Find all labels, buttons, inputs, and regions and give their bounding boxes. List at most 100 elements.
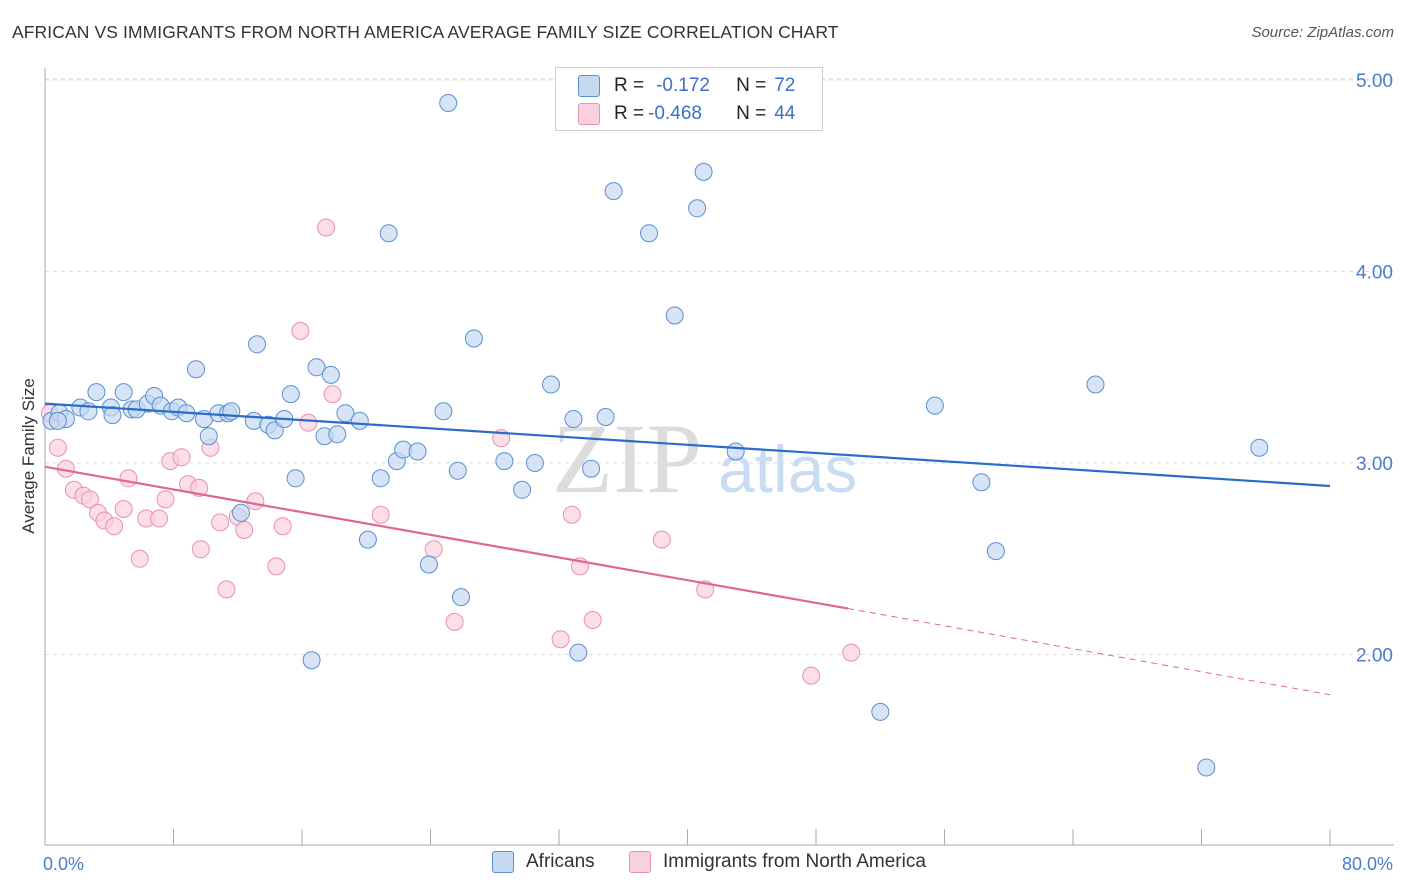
data-point-immigrants — [130, 549, 149, 568]
data-point-africans — [448, 461, 467, 480]
watermark-atlas: atlas — [718, 432, 857, 506]
data-point-africans — [321, 365, 340, 384]
data-point-africans — [1086, 375, 1105, 394]
data-point-immigrants — [190, 478, 209, 497]
data-point-africans — [419, 555, 438, 574]
legend-r-label: R = — [614, 75, 645, 96]
data-point-africans — [564, 410, 583, 428]
data-point-africans — [640, 224, 658, 243]
data-point-africans — [371, 469, 390, 488]
data-point-africans — [336, 404, 355, 423]
legend-item-africans[interactable]: Africans — [492, 851, 595, 873]
data-point-immigrants — [551, 630, 570, 649]
data-point-africans — [48, 411, 67, 430]
data-point-africans — [358, 530, 377, 549]
data-point-africans — [408, 442, 427, 461]
data-point-immigrants — [652, 530, 671, 549]
data-point-immigrants — [119, 469, 138, 488]
data-point-immigrants — [323, 385, 342, 404]
legend-swatch-blue — [578, 75, 600, 97]
data-point-immigrants — [317, 218, 336, 237]
axis-labels: 2.00 3.00 4.00 5.00 0.0% 80.0% Average Family … — [19, 71, 1393, 874]
x-tick-label: 0.0% — [43, 854, 84, 874]
data-point-africans — [187, 360, 205, 379]
data-point-africans — [114, 383, 133, 402]
legend-label-immigrants: Immigrants from North America — [663, 851, 926, 872]
data-point-africans — [694, 162, 713, 181]
data-point-immigrants — [802, 666, 821, 685]
data-point-africans — [604, 182, 623, 201]
data-point-immigrants — [235, 521, 254, 539]
data-point-immigrants — [172, 448, 191, 467]
data-point-africans — [248, 335, 266, 354]
data-point-africans — [464, 329, 483, 348]
data-point-immigrants — [291, 321, 310, 340]
data-point-africans — [87, 383, 106, 402]
data-point-immigrants — [371, 505, 390, 524]
correlation-legend: R = -0.172 N = 72 R = -0.468 N = 44 — [555, 67, 823, 131]
data-point-immigrants — [299, 413, 318, 432]
data-point-immigrants — [583, 611, 602, 629]
data-point-africans — [379, 224, 398, 243]
data-point-africans — [302, 651, 321, 670]
data-point-immigrants — [217, 580, 236, 599]
chart-source: Source: ZipAtlas.com — [1251, 24, 1394, 41]
data-point-africans — [525, 454, 544, 472]
data-point-africans — [281, 385, 300, 404]
data-point-africans — [439, 94, 458, 112]
data-point-africans — [199, 427, 218, 446]
y-tick-label: 3.00 — [1356, 454, 1393, 475]
trend-lines — [44, 402, 1331, 696]
data-point-africans — [495, 452, 514, 471]
data-point-africans — [286, 469, 305, 488]
data-point-immigrants — [81, 490, 99, 509]
data-point-immigrants — [267, 557, 286, 576]
legend-n-value: 44 — [774, 103, 796, 124]
trend-line-immigrants-extension — [848, 608, 1331, 696]
data-point-immigrants — [114, 500, 133, 518]
data-point-immigrants — [842, 643, 861, 662]
data-point-africans — [972, 473, 991, 492]
data-point-immigrants — [445, 612, 464, 631]
legend-row-africans: R = -0.172 N = 72 — [578, 72, 795, 100]
legend-item-immigrants[interactable]: Immigrants from North America — [629, 851, 926, 873]
gridlines — [45, 78, 1395, 655]
data-point-africans — [1197, 758, 1216, 777]
data-point-africans — [103, 406, 122, 425]
y-tick-label: 4.00 — [1356, 263, 1393, 284]
trend-line-immigrants — [44, 465, 849, 610]
data-point-immigrants — [48, 438, 67, 457]
series-legend: Africans Immigrants from North America — [0, 851, 1406, 879]
chart-title: AFRICAN VS IMMIGRANTS FROM NORTH AMERICA… — [12, 22, 839, 42]
data-point-africans — [222, 402, 241, 421]
data-point-africans — [582, 459, 601, 478]
legend-row-immigrants: R = -0.468 N = 44 — [578, 100, 795, 128]
data-point-africans — [925, 396, 944, 415]
x-tick-label: 80.0% — [1342, 854, 1393, 874]
trend-line-africans — [44, 402, 1331, 488]
y-axis-title: Average Family Size — [19, 378, 38, 534]
series-immigrants-points — [40, 218, 861, 685]
data-point-immigrants — [211, 513, 230, 532]
data-point-africans — [1250, 438, 1269, 457]
legend-n-value: 72 — [774, 75, 796, 96]
legend-r-value: -0.468 — [648, 103, 702, 124]
data-point-africans — [726, 442, 745, 461]
legend-swatch-pink — [578, 103, 600, 125]
data-point-immigrants — [105, 517, 124, 536]
data-point-immigrants — [562, 505, 581, 524]
data-point-immigrants — [156, 490, 175, 509]
data-point-africans — [986, 542, 1005, 561]
y-tick-label: 5.00 — [1356, 71, 1393, 92]
watermark: ZIP atlas — [552, 403, 857, 514]
legend-r-value: -0.172 — [656, 75, 710, 96]
data-point-africans — [665, 306, 684, 325]
data-point-africans — [569, 643, 588, 662]
legend-r-label: R = — [614, 103, 645, 124]
data-point-immigrants — [273, 517, 292, 536]
data-point-africans — [350, 411, 369, 430]
data-point-africans — [307, 358, 326, 377]
legend-n-label: N = — [736, 75, 767, 96]
y-tick-label: 2.00 — [1356, 646, 1393, 667]
